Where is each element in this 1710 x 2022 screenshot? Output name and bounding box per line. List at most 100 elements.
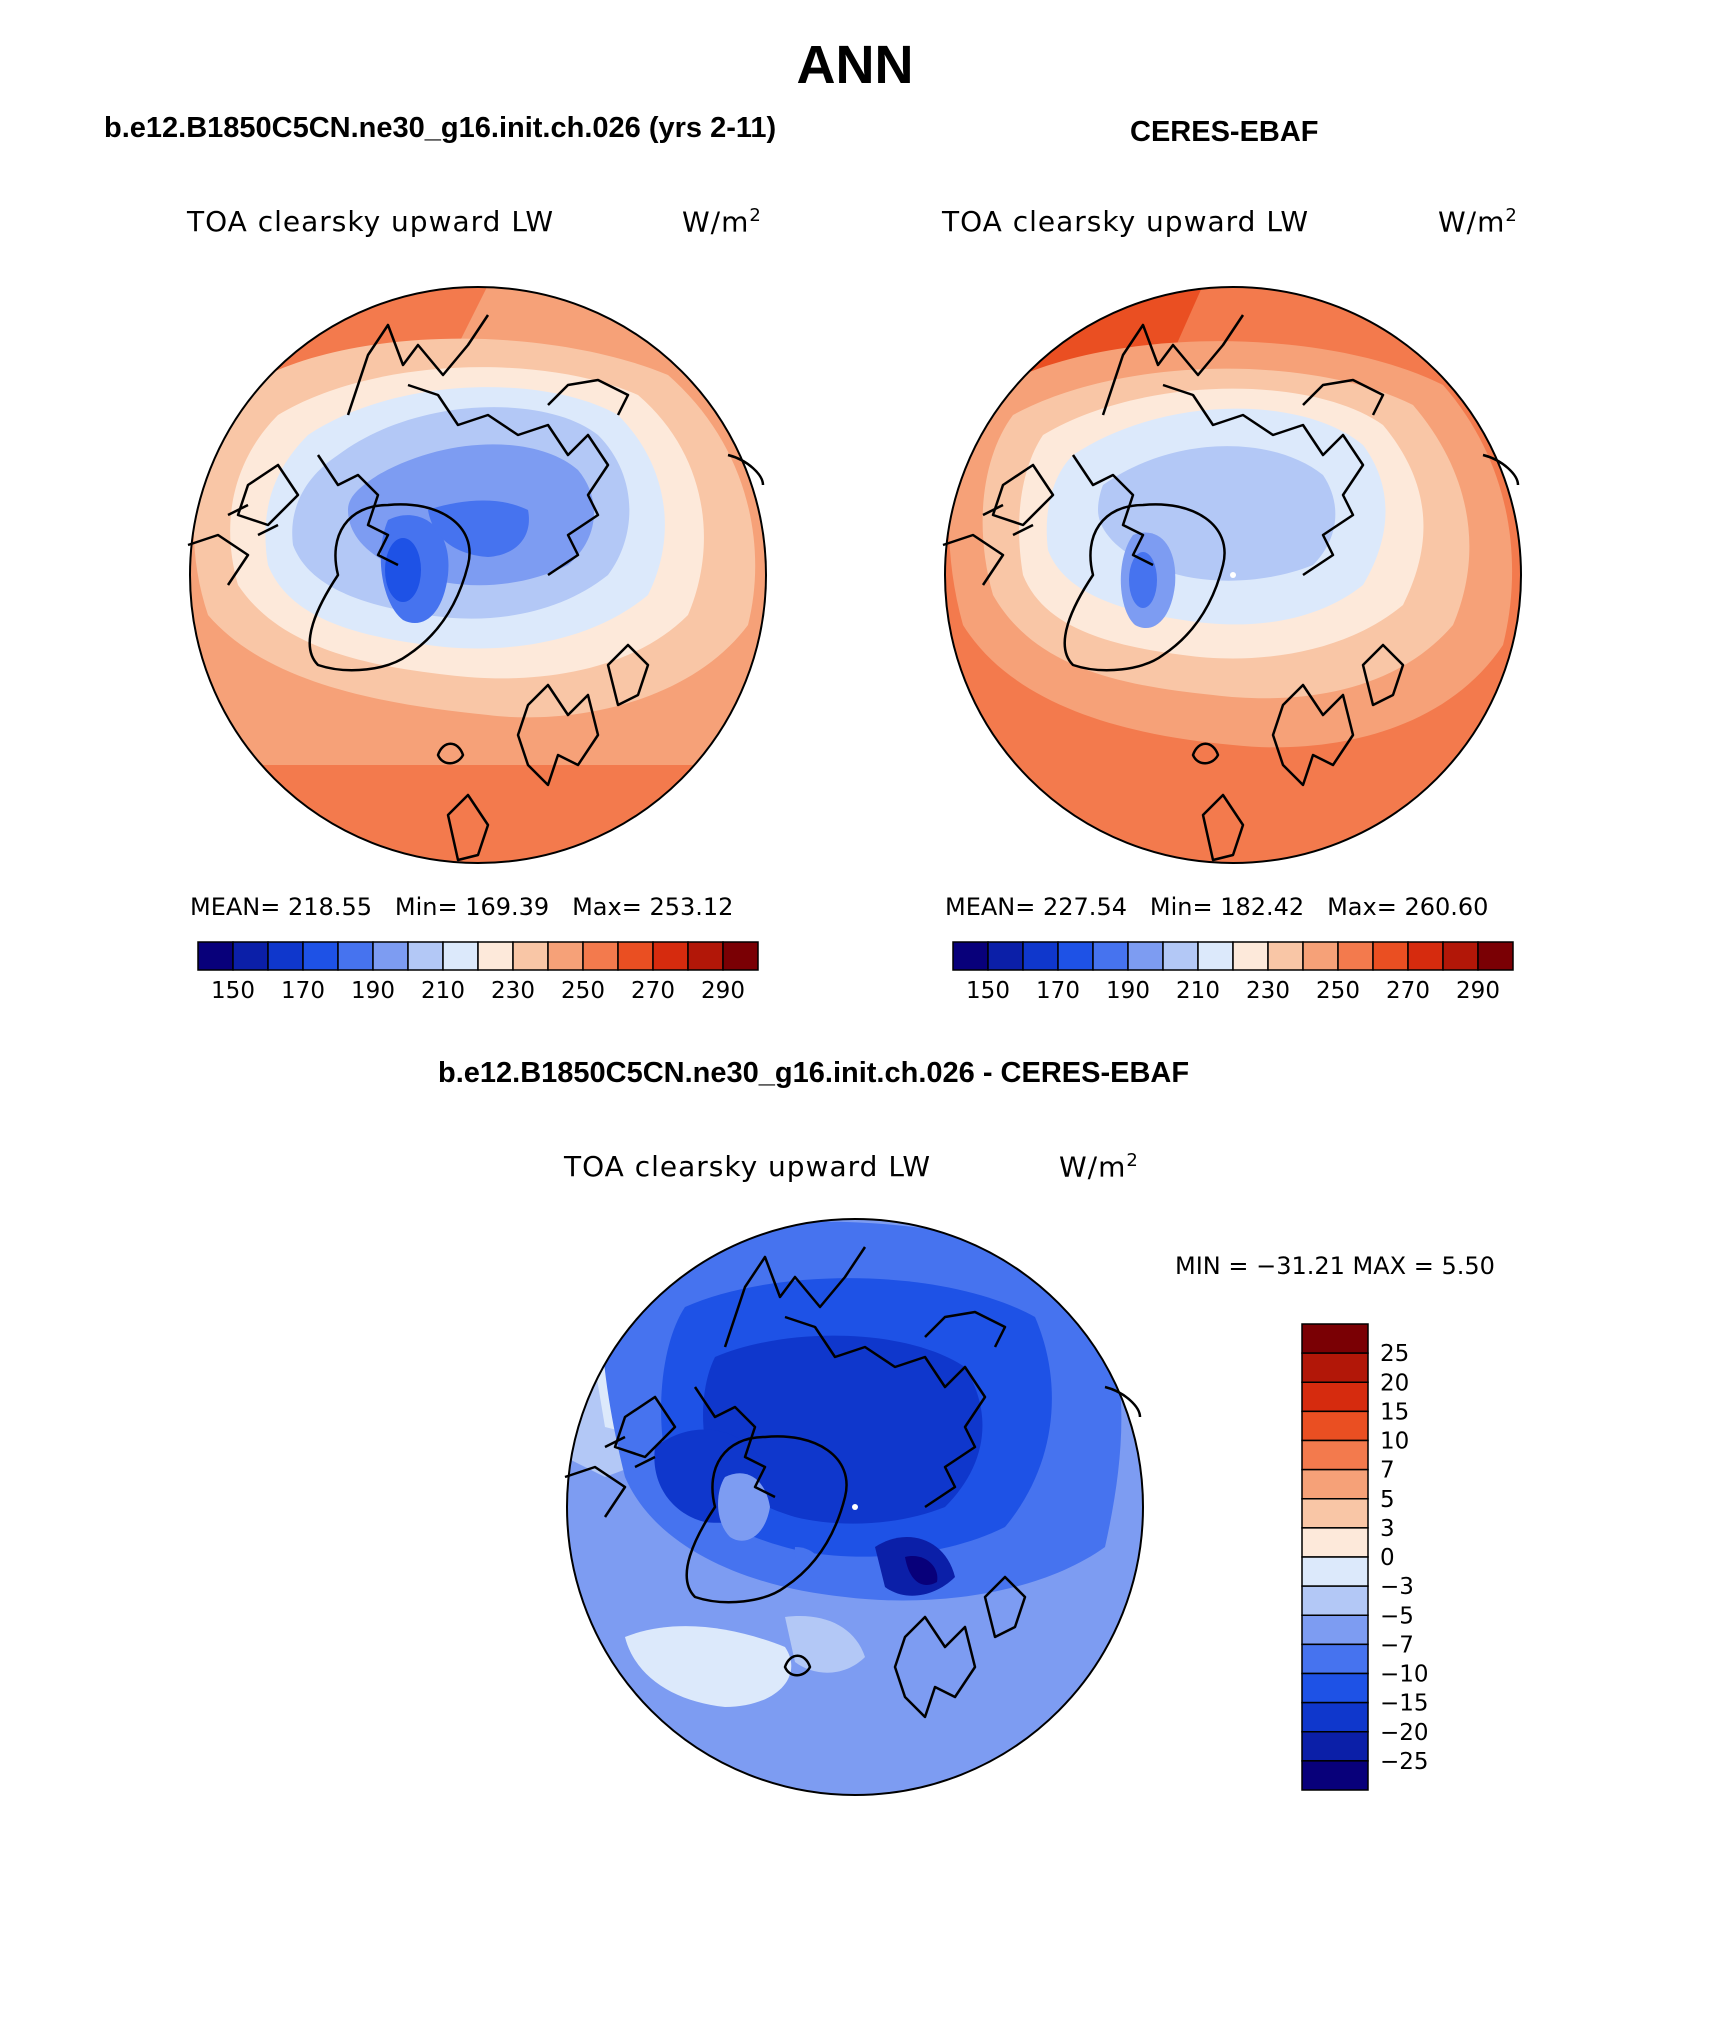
model-colorbar-tick-label: 270 — [631, 978, 675, 1004]
model-colorbar-swatch — [197, 941, 234, 971]
obs-mean-value: 227.54 — [1043, 893, 1127, 921]
diff-colorbar-swatch — [1301, 1381, 1369, 1413]
diff-colorbar-tick-label: 15 — [1380, 1399, 1409, 1425]
obs-colorbar-swatch — [1057, 941, 1094, 971]
obs-colorbar-swatch — [1092, 941, 1129, 971]
model-colorbar-swatch — [302, 941, 339, 971]
model-colorbar-swatch — [267, 941, 304, 971]
diff-colorbar-swatch — [1301, 1556, 1369, 1587]
model-colorbar-swatch — [407, 941, 444, 971]
model-polar-map — [187, 286, 767, 864]
model-units-label: W/m2 — [682, 205, 762, 239]
page-title: ANN — [796, 35, 914, 95]
diff-colorbar-tick-label: −3 — [1380, 1574, 1414, 1600]
model-colorbar-swatch — [547, 941, 584, 971]
obs-case-title: CERES-EBAF — [1130, 116, 1319, 148]
model-stats: MEAN= 218.55 Min= 169.39 Max= 253.12 — [190, 893, 734, 921]
obs-colorbar-swatch — [1267, 941, 1304, 971]
obs-units-label: W/m2 — [1438, 205, 1518, 239]
model-colorbar-swatch — [652, 941, 689, 971]
obs-colorbar-swatch — [1407, 941, 1444, 971]
diff-colorbar-tick-label: −5 — [1380, 1603, 1414, 1629]
model-colorbar-swatch — [477, 941, 514, 971]
model-colorbar-tick-label: 150 — [211, 978, 255, 1004]
diff-colorbar-swatch — [1301, 1439, 1369, 1471]
model-colorbar-swatch — [617, 941, 654, 971]
obs-colorbar-swatch — [1232, 941, 1269, 971]
diff-colorbar-tick-label: −15 — [1380, 1691, 1429, 1717]
obs-colorbar-swatch — [987, 941, 1024, 971]
diff-colorbar-tick-label: 25 — [1380, 1341, 1409, 1367]
obs-max-value: 260.60 — [1404, 893, 1489, 921]
obs-colorbar-tick-label: 190 — [1106, 978, 1150, 1004]
diff-colorbar-swatch — [1301, 1614, 1369, 1646]
diff-min-max: MIN = −31.21 MAX = 5.50 — [1175, 1252, 1495, 1280]
obs-variable-label: TOA clearsky upward LW — [942, 205, 1310, 238]
diff-colorbar-tick-label: 5 — [1380, 1487, 1395, 1513]
model-mean-value: 218.55 — [288, 893, 372, 921]
model-colorbar-swatch — [687, 941, 724, 971]
model-colorbar-tick-label: 230 — [491, 978, 535, 1004]
diff-colorbar-tick-label: −10 — [1380, 1662, 1429, 1688]
model-colorbar: 150 170 190 210 230 250 270 290 — [197, 941, 759, 1004]
obs-colorbar-tick-label: 210 — [1176, 978, 1220, 1004]
diff-units-label: W/m2 — [1059, 1150, 1139, 1184]
diff-colorbar-tick-label: 7 — [1380, 1458, 1395, 1484]
obs-polar-map — [942, 286, 1522, 864]
diff-variable-label: TOA clearsky upward LW — [564, 1150, 932, 1183]
model-colorbar-tick-label: 170 — [281, 978, 325, 1004]
obs-colorbar-swatch — [952, 941, 989, 971]
diff-colorbar-swatch — [1301, 1410, 1369, 1442]
obs-colorbar-swatch — [1022, 941, 1059, 971]
diff-colorbar-tick-label: 3 — [1380, 1516, 1395, 1542]
model-colorbar-swatch — [337, 941, 374, 971]
model-colorbar-tick-label: 290 — [701, 978, 745, 1004]
model-colorbar-swatch — [512, 941, 549, 971]
obs-colorbar-swatch — [1372, 941, 1409, 971]
obs-colorbar-swatch — [1127, 941, 1164, 971]
model-colorbar-tick-label: 250 — [561, 978, 605, 1004]
model-colorbar-tick-label: 190 — [351, 978, 395, 1004]
model-case-title: b.e12.B1850C5CN.ne30_g16.init.ch.026 (yr… — [104, 112, 777, 144]
obs-colorbar-tick-label: 230 — [1246, 978, 1290, 1004]
model-min-value: 169.39 — [465, 893, 550, 921]
model-max-value: 253.12 — [649, 893, 734, 921]
diff-colorbar-swatch — [1301, 1527, 1369, 1558]
diff-colorbar-tick-label: −20 — [1380, 1720, 1429, 1746]
obs-colorbar-tick-label: 250 — [1316, 978, 1360, 1004]
diff-colorbar-tick-label: −7 — [1380, 1632, 1414, 1658]
diff-colorbar-tick-label: 0 — [1380, 1545, 1395, 1571]
model-colorbar-swatch — [232, 941, 269, 971]
obs-colorbar-tick-label: 270 — [1386, 978, 1430, 1004]
diff-colorbar-swatch — [1301, 1585, 1369, 1616]
diff-colorbar-swatch — [1301, 1760, 1369, 1791]
obs-colorbar: 150 170 190 210 230 250 270 290 — [952, 941, 1514, 1004]
model-colorbar-swatch — [722, 941, 759, 971]
diff-colorbar-swatch — [1301, 1731, 1369, 1762]
obs-colorbar-swatch — [1477, 941, 1514, 971]
model-colorbar-swatch — [582, 941, 619, 971]
obs-colorbar-swatch — [1197, 941, 1234, 971]
diff-colorbar-tick-label: 20 — [1380, 1370, 1409, 1396]
model-variable-label: TOA clearsky upward LW — [187, 205, 555, 238]
diff-title: b.e12.B1850C5CN.ne30_g16.init.ch.026 - C… — [438, 1057, 1190, 1089]
obs-colorbar-tick-label: 150 — [966, 978, 1010, 1004]
obs-colorbar-swatch — [1162, 941, 1199, 971]
diff-colorbar-swatch — [1301, 1643, 1369, 1675]
diff-colorbar-swatch — [1301, 1672, 1369, 1704]
obs-colorbar-swatch — [1337, 941, 1374, 971]
obs-colorbar-tick-label: 290 — [1456, 978, 1500, 1004]
diff-colorbar-tick-label: 10 — [1380, 1429, 1409, 1455]
obs-min-value: 182.42 — [1220, 893, 1305, 921]
diff-colorbar-swatch — [1301, 1352, 1369, 1383]
diff-colorbar-tick-label: −25 — [1380, 1749, 1429, 1775]
diff-colorbar-swatch — [1301, 1468, 1369, 1500]
obs-colorbar-swatch — [1302, 941, 1339, 971]
model-colorbar-swatch — [442, 941, 479, 971]
obs-stats: MEAN= 227.54 Min= 182.42 Max= 260.60 — [945, 893, 1489, 921]
diff-colorbar: 25 20 15 10 7 5 3 0 −3 −5 −7 −10 −15 −20 −25 — [1301, 1323, 1429, 1791]
obs-colorbar-swatch — [1442, 941, 1479, 971]
diff-polar-map — [564, 1218, 1144, 1796]
diff-colorbar-swatch — [1301, 1498, 1369, 1529]
model-colorbar-tick-label: 210 — [421, 978, 465, 1004]
